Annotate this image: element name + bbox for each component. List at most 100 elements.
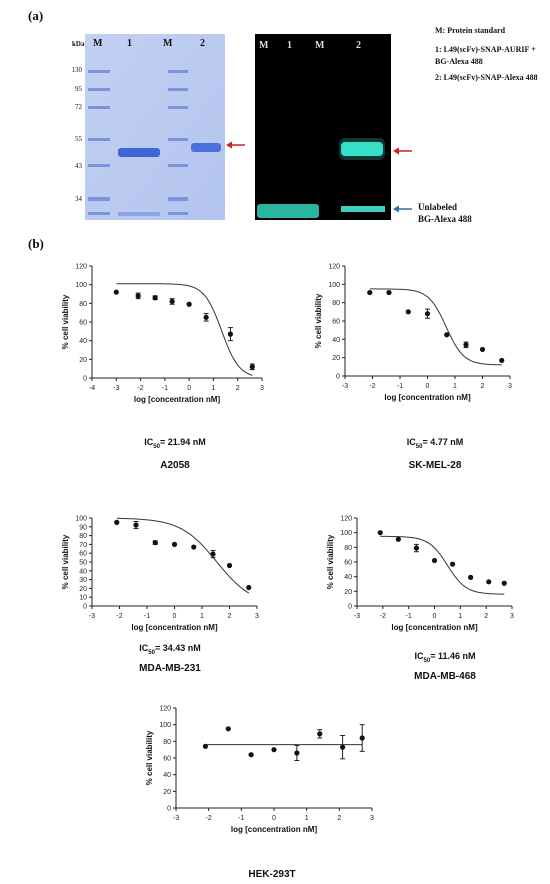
data-point — [317, 731, 323, 737]
y-tick-label: 20 — [79, 357, 87, 364]
cell-line-hek-293t: HEK-293T — [248, 869, 296, 880]
x-tick-label: -2 — [369, 383, 375, 390]
data-point — [152, 295, 158, 301]
x-tick-label: 3 — [370, 815, 374, 822]
x-axis-title: log [concentration nM] — [231, 825, 318, 834]
cell-line-sk-mel-28: SK-MEL-28 — [408, 460, 462, 471]
y-tick-label: 40 — [344, 574, 352, 581]
data-point — [225, 726, 231, 732]
data-point — [367, 289, 373, 296]
marker-130: 130 — [71, 66, 83, 74]
x-tick-label: 3 — [510, 613, 514, 620]
x-tick-label: -4 — [89, 385, 95, 392]
x-tick-label: 0 — [433, 613, 437, 620]
right-gel-lane-m2: M — [315, 40, 325, 51]
data-point — [395, 536, 401, 542]
y-tick-label: 60 — [79, 551, 87, 558]
x-tick-label: -1 — [144, 613, 150, 620]
x-tick-label: 1 — [200, 613, 204, 620]
x-tick-label: -1 — [397, 383, 403, 390]
chart-svg: 0 20 40 60 80 100 120 -3 -2 -1 0 1 2 3 log [concentrat… — [314, 264, 512, 403]
data-point — [227, 331, 234, 337]
coomassie-gel — [70, 34, 230, 220]
legend-lane1-line2: BG-Alexa 488 — [435, 57, 483, 66]
ic50-mda-mb-468: IC50= 11.46 nM — [414, 651, 476, 664]
y-tick-label: 80 — [344, 545, 352, 552]
data-point — [169, 298, 175, 305]
y-tick-label: 0 — [336, 374, 340, 381]
chart-mda-mb-468: 0 20 40 60 80 100 120 -3 -2 -1 0 1 2 3 log [concentrat… — [300, 510, 540, 650]
data-point — [449, 561, 456, 567]
y-tick-label: 20 — [344, 589, 352, 596]
x-axis-title: log [concentration nM] — [391, 623, 478, 632]
data-point — [444, 332, 450, 338]
data-point — [203, 314, 209, 320]
data-point — [463, 342, 469, 348]
y-tick-label: 20 — [332, 355, 340, 362]
y-tick-label: 60 — [332, 319, 340, 326]
ic50-sk-mel-28: IC50= 4.77 nM — [406, 437, 464, 450]
data-point — [191, 544, 197, 550]
data-point — [499, 357, 505, 364]
y-axis-title: % cell viability — [61, 534, 70, 589]
right-gel-blue-arrow — [393, 205, 412, 213]
chart-a2058: 0 20 40 60 80 100 120 -4 -3 -2 -1 0 1 2 3 log [concentr… — [40, 258, 280, 408]
x-tick-label: 1 — [458, 613, 462, 620]
data-point — [386, 289, 392, 296]
x-tick-label: -3 — [173, 815, 179, 822]
data-point — [249, 364, 255, 370]
data-point — [405, 309, 411, 315]
x-tick-label: 3 — [255, 613, 259, 620]
data-point — [133, 522, 139, 528]
x-tick-label: 3 — [508, 383, 512, 390]
right-gel-lane-1: 1 — [287, 40, 292, 51]
data-point — [226, 562, 233, 569]
x-tick-label: 2 — [337, 815, 341, 822]
right-gel-lane-m1: M — [259, 40, 269, 51]
y-tick-label: 0 — [83, 376, 87, 383]
data-point — [413, 545, 420, 551]
x-tick-label: -3 — [89, 613, 95, 620]
y-tick-label: 20 — [163, 789, 171, 796]
data-point — [424, 311, 431, 317]
left-gel-lane-m1: M — [93, 38, 103, 49]
data-point — [210, 551, 216, 557]
x-tick-label: 3 — [260, 385, 264, 392]
legend-lane2: 2: L49(scFv)-SNAP-Alexa 488 — [435, 73, 538, 82]
data-point — [501, 580, 507, 586]
panel-b-label: (b) — [28, 236, 44, 251]
data-point — [113, 289, 119, 295]
y-axis-title: % cell viability — [326, 534, 335, 589]
legend-lane1-line1: 1: L49(scFv)-SNAP-AURIF + — [435, 45, 536, 54]
y-tick-label: 60 — [79, 320, 87, 327]
data-point — [468, 574, 474, 580]
y-tick-label: 80 — [79, 301, 87, 308]
chart-mda-mb-231: 0 10 20 30 40 50 60 70 80 90 100 -3 -2 -1 0 1 2 3 log [con… — [40, 510, 280, 650]
x-tick-label: -2 — [380, 613, 386, 620]
cell-line-mda-mb-231: MDA-MB-231 — [139, 663, 201, 674]
panel-a-label: (a) — [28, 8, 44, 23]
kda-label: kDa — [72, 40, 85, 48]
data-point — [114, 519, 120, 525]
y-tick-label: 100 — [75, 282, 87, 289]
x-tick-label: -3 — [342, 383, 348, 390]
x-tick-label: -3 — [113, 385, 119, 392]
y-tick-label: 0 — [167, 806, 171, 813]
marker-95: 95 — [75, 85, 82, 93]
data-point — [486, 579, 492, 585]
y-tick-label: 50 — [79, 560, 87, 567]
x-tick-label: 0 — [272, 815, 276, 822]
x-tick-label: 2 — [484, 613, 488, 620]
y-tick-label: 40 — [332, 337, 340, 344]
x-tick-label: 0 — [173, 613, 177, 620]
left-gel-lane-m2: M — [163, 38, 173, 49]
y-tick-label: 120 — [75, 264, 87, 271]
x-axis-title: log [concentration nM] — [384, 393, 471, 402]
chart-sk-mel-28: 0 20 40 60 80 100 120 -3 -2 -1 0 1 2 3 log [concentrat… — [300, 258, 540, 408]
y-tick-label: 100 — [328, 282, 340, 289]
x-tick-label: 1 — [453, 383, 457, 390]
legend-protein-standard: M: Protein standard — [435, 26, 506, 35]
x-axis-title: log [concentration nM] — [131, 623, 218, 632]
ic50-mda-mb-231: IC50= 34.43 nM — [139, 643, 201, 656]
